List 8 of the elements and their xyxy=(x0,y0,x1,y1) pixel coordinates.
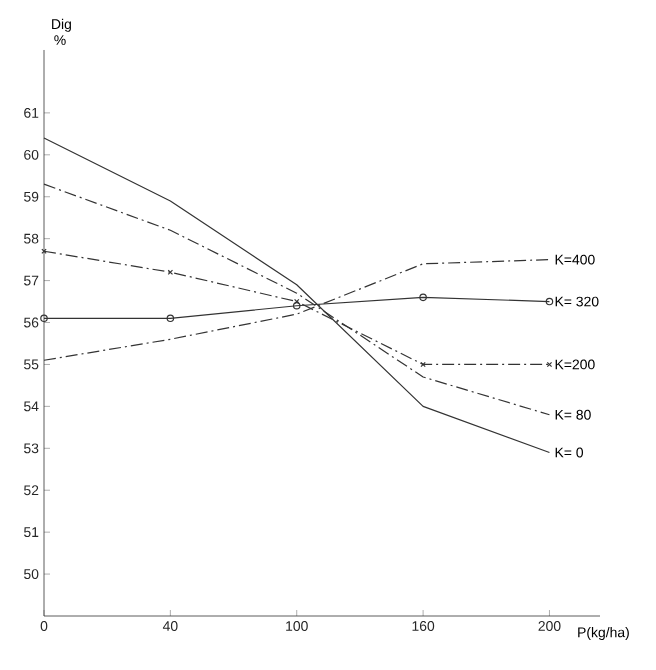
point xyxy=(167,269,174,275)
point xyxy=(166,314,175,323)
point xyxy=(41,248,47,254)
point xyxy=(546,361,553,368)
point xyxy=(294,298,300,305)
point xyxy=(292,301,301,310)
point xyxy=(420,361,426,368)
point xyxy=(419,293,427,302)
